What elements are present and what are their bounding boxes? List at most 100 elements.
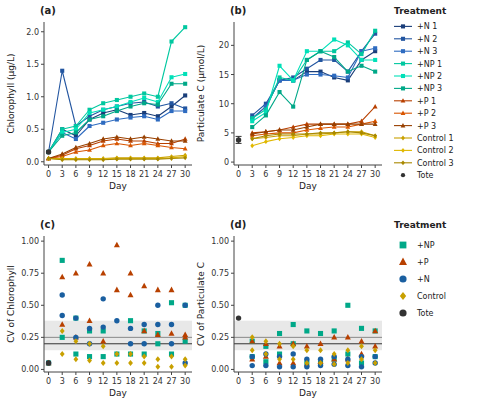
x-tick-label: 3	[60, 170, 65, 179]
y-tick-label: 0.0	[26, 158, 39, 167]
legend-title: Treatment	[394, 220, 447, 230]
y-tick-label: 1.5	[26, 60, 39, 69]
y-tick-label: 0.25	[21, 333, 39, 342]
data-point	[359, 64, 363, 68]
y-tick	[41, 241, 44, 242]
data-point	[128, 136, 133, 140]
data-point	[73, 356, 78, 362]
x-tick	[157, 165, 158, 168]
data-point	[250, 136, 254, 141]
legend-marker	[400, 292, 406, 300]
data-point	[60, 157, 64, 162]
y-tick	[231, 103, 234, 104]
data-point	[372, 360, 377, 365]
data-point	[263, 363, 268, 368]
x-tick-label: 12	[98, 377, 108, 386]
data-point	[264, 113, 268, 117]
data-point	[345, 303, 350, 308]
data-point	[142, 156, 146, 161]
data-point	[114, 318, 119, 323]
y-axis-line	[44, 22, 45, 165]
data-point	[101, 121, 105, 125]
series-line	[49, 27, 186, 152]
data-point	[183, 363, 188, 369]
data-point	[73, 338, 78, 344]
x-tick	[347, 372, 348, 375]
x-tick-label: 3	[250, 377, 255, 386]
data-point	[291, 78, 295, 82]
data-point	[169, 138, 174, 142]
reference-band	[44, 321, 192, 351]
x-tick	[62, 165, 63, 168]
data-point	[278, 136, 282, 141]
data-point	[318, 347, 323, 353]
data-point	[115, 117, 119, 121]
y-tick	[231, 45, 234, 46]
y-tick	[231, 273, 234, 274]
data-point	[373, 328, 378, 333]
data-point	[277, 331, 282, 336]
x-tick	[185, 372, 186, 375]
data-point	[169, 354, 174, 360]
x-tick	[144, 372, 145, 375]
data-point	[250, 347, 255, 353]
data-point	[88, 157, 92, 162]
data-point	[169, 39, 173, 43]
y-axis-label: CV of Chlorophyll	[6, 265, 16, 343]
y-axis-label: Chlorophyll (µg/L)	[6, 53, 16, 133]
y-axis-label: CV of Particulate C	[196, 262, 206, 346]
data-point	[114, 134, 119, 138]
data-point	[128, 351, 133, 356]
data-point	[183, 25, 187, 29]
x-tick-label: 3	[250, 170, 255, 179]
data-point	[128, 100, 132, 104]
data-point	[101, 343, 106, 349]
data-point	[250, 334, 255, 340]
series-line	[252, 51, 375, 127]
x-tick-label: 0	[46, 377, 51, 386]
data-point	[47, 156, 51, 161]
data-point	[332, 122, 337, 126]
data-point	[373, 354, 378, 359]
x-tick-label: 12	[288, 377, 298, 386]
x-tick	[347, 165, 348, 168]
y-tick	[231, 132, 234, 133]
data-point	[291, 322, 296, 327]
data-point	[156, 157, 160, 162]
x-tick-label: 27	[356, 170, 366, 179]
data-point	[155, 356, 160, 362]
x-tick-label: 21	[139, 377, 149, 386]
x-tick-label: 18	[315, 170, 325, 179]
data-point	[115, 104, 119, 108]
data-point	[46, 360, 51, 365]
x-tick	[75, 372, 76, 375]
x-tick-label: 6	[263, 377, 268, 386]
panel: 03691215182124273005101520DayParticulate…	[196, 5, 382, 191]
data-point	[114, 242, 120, 248]
data-point	[373, 347, 378, 353]
data-point	[73, 270, 79, 276]
x-tick	[238, 372, 239, 375]
legend-label: +NP 3	[417, 84, 442, 93]
data-point	[115, 98, 119, 102]
data-point	[87, 117, 91, 121]
x-tick-label: 0	[236, 170, 241, 179]
data-point	[155, 322, 160, 327]
data-point	[373, 58, 377, 62]
data-point	[263, 351, 268, 356]
legend-label: +NP 2	[417, 72, 442, 81]
data-point	[155, 364, 160, 370]
x-tick	[185, 165, 186, 168]
data-point	[60, 151, 65, 155]
data-point	[169, 109, 173, 113]
data-point	[264, 133, 268, 138]
data-point	[60, 328, 65, 334]
x-axis-label: Day	[109, 181, 127, 191]
y-tick	[41, 161, 44, 162]
y-tick-label: 0.00	[211, 365, 229, 374]
data-point	[291, 364, 296, 369]
data-point	[170, 155, 174, 160]
legend-marker	[401, 123, 406, 127]
data-point	[169, 75, 173, 79]
error-bar-cap	[236, 143, 242, 144]
